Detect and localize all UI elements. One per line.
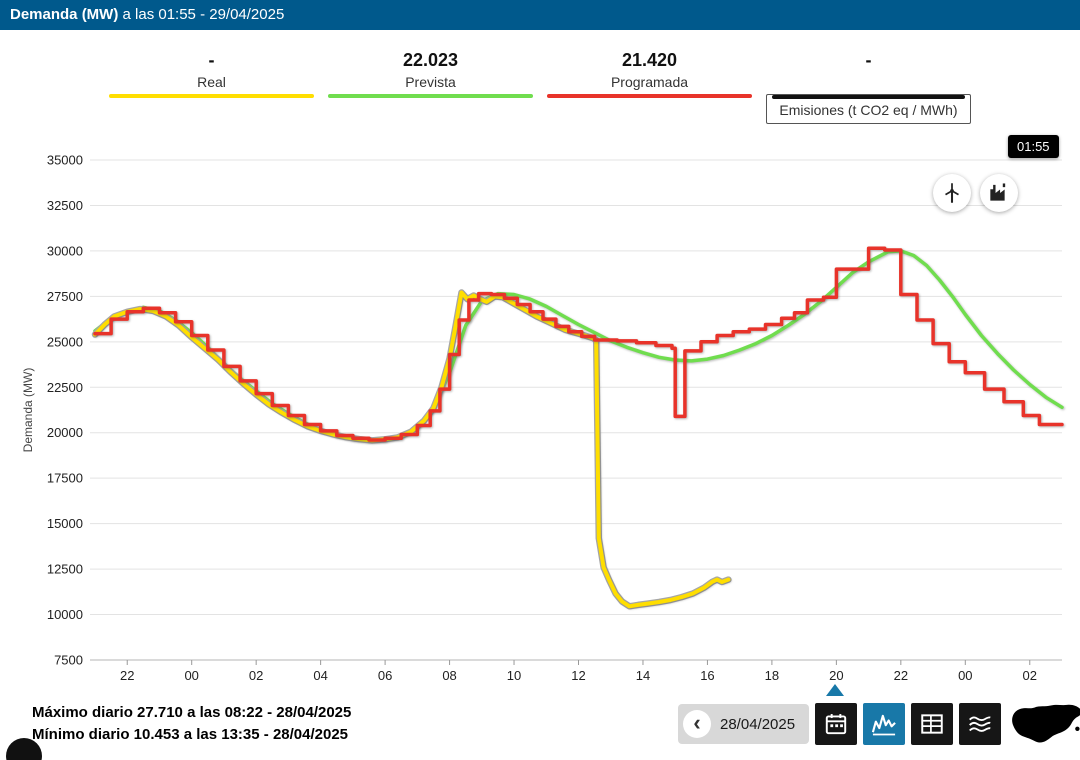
- daily-min-text: Mínimo diario 10.453 a las 13:35 - 28/04…: [32, 726, 349, 743]
- x-tick-label: 08: [442, 668, 456, 683]
- table-icon: [921, 714, 943, 734]
- x-tick-label: 14: [636, 668, 650, 683]
- stacked-area-view-button[interactable]: [959, 703, 1002, 745]
- x-tick-label: 02: [249, 668, 263, 683]
- y-tick-label: 27500: [47, 289, 83, 304]
- legend-item-prevista[interactable]: 22.023 Prevista: [328, 48, 533, 98]
- line-chart-view-button[interactable]: [863, 703, 906, 745]
- legend-color-bar: [109, 94, 314, 98]
- wind-turbine-icon: [945, 183, 959, 203]
- demand-chart[interactable]: 7500 10000 12500 15000 17500 20000 22500 25000 2…: [0, 120, 1080, 700]
- x-tick-label: 16: [700, 668, 714, 683]
- series-real: [93, 290, 731, 609]
- page-title: Demanda (MW): [10, 6, 119, 23]
- y-tick-label: 30000: [47, 243, 83, 258]
- axis-pointer-icon: [826, 684, 844, 696]
- calendar-icon: [825, 714, 847, 735]
- factory-icon: [990, 183, 1006, 201]
- x-tick-label: 20: [829, 668, 843, 683]
- legend-box: Emisiones (t CO2 eq / MWh): [766, 94, 971, 124]
- x-tick-label: 18: [765, 668, 779, 683]
- page-title-time: a las 01:55 - 29/04/2025: [118, 6, 285, 23]
- legend-value: -: [208, 50, 215, 70]
- x-tick-label: 22: [120, 668, 134, 683]
- y-tick-label: 7500: [54, 653, 83, 668]
- stacked-area-icon: [969, 716, 991, 732]
- legend: - Real 22.023 Prevista 21.420 Programada - Emis…: [0, 48, 1080, 124]
- legend-value: 22.023: [402, 50, 459, 70]
- y-tick-label: 22500: [47, 380, 83, 395]
- table-view-button[interactable]: [911, 703, 954, 745]
- legend-label: Prevista: [405, 74, 456, 90]
- y-tick-label: 17500: [47, 471, 83, 486]
- legend-value: 21.420: [621, 50, 678, 70]
- legend-item-programada[interactable]: 21.420 Programada: [547, 48, 752, 98]
- x-tick-label: 22: [894, 668, 908, 683]
- x-tick-label: 00: [958, 668, 972, 683]
- legend-color-bar: [328, 94, 533, 98]
- time-tooltip: 01:55: [1008, 135, 1059, 158]
- calendar-button[interactable]: [815, 703, 858, 745]
- header-bar: Demanda (MW) a las 01:55 - 29/04/2025: [0, 0, 1080, 30]
- x-tick-label: 00: [184, 668, 198, 683]
- spain-map-icon[interactable]: [1007, 696, 1080, 752]
- legend-color-bar: [772, 95, 965, 99]
- generation-toggle-button[interactable]: [980, 174, 1018, 212]
- x-tick-label: 04: [313, 668, 327, 683]
- y-tick-label: 32500: [47, 198, 83, 213]
- y-tick-label: 25000: [47, 334, 83, 349]
- legend-value: -: [865, 50, 872, 70]
- current-date: 28/04/2025: [720, 715, 796, 733]
- bottom-toolbar: ‹ 28/04/2025: [678, 702, 1080, 746]
- x-tick-label: 06: [378, 668, 392, 683]
- line-chart-icon: [871, 714, 896, 736]
- x-tick-label: 02: [1023, 668, 1037, 683]
- y-tick-label: 15000: [47, 516, 83, 531]
- legend-item-real[interactable]: - Real: [109, 48, 314, 98]
- legend-label: Programada: [610, 74, 689, 90]
- daily-extremes: Máximo diario 27.710 a las 08:22 - 28/04…: [32, 702, 351, 746]
- y-tick-label: 35000: [47, 153, 83, 168]
- legend-item-emisiones[interactable]: - Emisiones (t CO2 eq / MWh): [766, 48, 971, 124]
- legend-label: Emisiones (t CO2 eq / MWh): [779, 102, 958, 118]
- y-tick-label: 12500: [47, 562, 83, 577]
- legend-label: Real: [197, 74, 226, 90]
- series-programada: [93, 246, 1064, 442]
- daily-max-text: Máximo diario 27.710 a las 08:22 - 28/04…: [32, 704, 352, 721]
- overlay-toggle-buttons: [933, 174, 1018, 212]
- x-tick-label: 10: [507, 668, 521, 683]
- prev-day-button[interactable]: ‹: [683, 710, 711, 738]
- legend-color-bar: [547, 94, 752, 98]
- menu-fab-button[interactable]: [6, 738, 42, 760]
- wind-toggle-button[interactable]: [933, 174, 971, 212]
- y-tick-label: 20000: [47, 425, 83, 440]
- series-prevista: [93, 249, 1064, 443]
- y-tick-label: 10000: [47, 607, 83, 622]
- x-tick-label: 12: [571, 668, 585, 683]
- date-navigator: ‹ 28/04/2025: [678, 704, 810, 744]
